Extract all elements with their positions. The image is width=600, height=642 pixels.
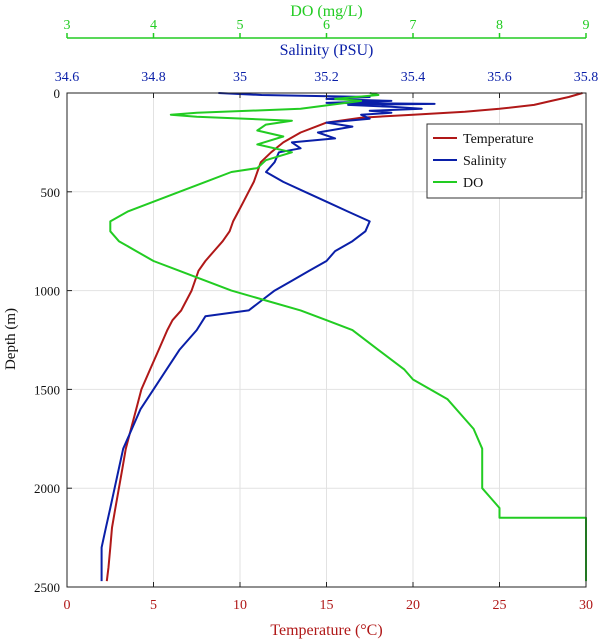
legend-entry-do: DO	[463, 176, 483, 191]
do-tick-label: 4	[150, 18, 157, 33]
y-axis-label: Depth (m)	[3, 308, 19, 370]
salinity-tick-label: 34.6	[55, 70, 80, 85]
y-tick-label: 500	[41, 185, 61, 200]
y-tick-label: 2500	[34, 580, 60, 595]
salinity-tick-label: 35.2	[314, 70, 339, 85]
do-tick-label: 9	[583, 18, 590, 33]
do-tick-label: 6	[323, 18, 330, 33]
legend-entry-temperature: Temperature	[463, 132, 534, 147]
do-axis-label: DO (mg/L)	[290, 3, 362, 20]
series-line-salinity	[100, 92, 436, 582]
do-tick-label: 5	[237, 18, 244, 33]
salinity-tick-label: 35.8	[574, 70, 599, 85]
legend-entry-salinity: Salinity	[463, 154, 507, 169]
temperature-tick-label: 20	[406, 598, 420, 613]
temperature-tick-label: 30	[579, 598, 593, 613]
y-tick-label: 2000	[34, 481, 60, 496]
temperature-tick-label: 25	[493, 598, 507, 613]
salinity-axis-label: Salinity (PSU)	[280, 42, 374, 59]
y-tick-label: 1000	[34, 284, 60, 299]
do-tick-label: 3	[64, 18, 71, 33]
do-tick-label: 8	[496, 18, 503, 33]
salinity-tick-label: 35	[233, 70, 247, 85]
legend: Temperature Salinity DO	[426, 123, 583, 199]
temperature-tick-label: 0	[64, 598, 71, 613]
temperature-tick-label: 5	[150, 598, 157, 613]
salinity-tick-label: 34.8	[141, 70, 166, 85]
salinity-tick-label: 35.4	[401, 70, 426, 85]
salinity-tick-label: 35.6	[487, 70, 512, 85]
axes-layer: 0 500 1000 1500 2000 2500 0 5 10 15 20 25 30 Temperat…	[34, 3, 598, 639]
series-line-temperature	[105, 92, 583, 582]
y-tick-label: 1500	[34, 382, 60, 397]
temperature-axis-label: Temperature (°C)	[270, 622, 382, 639]
y-tick-label: 0	[54, 86, 61, 101]
do-tick-label: 7	[410, 18, 417, 33]
temperature-tick-label: 10	[233, 598, 247, 613]
temperature-tick-label: 15	[320, 598, 334, 613]
series-layer	[100, 92, 587, 582]
series-line-do	[109, 92, 587, 582]
